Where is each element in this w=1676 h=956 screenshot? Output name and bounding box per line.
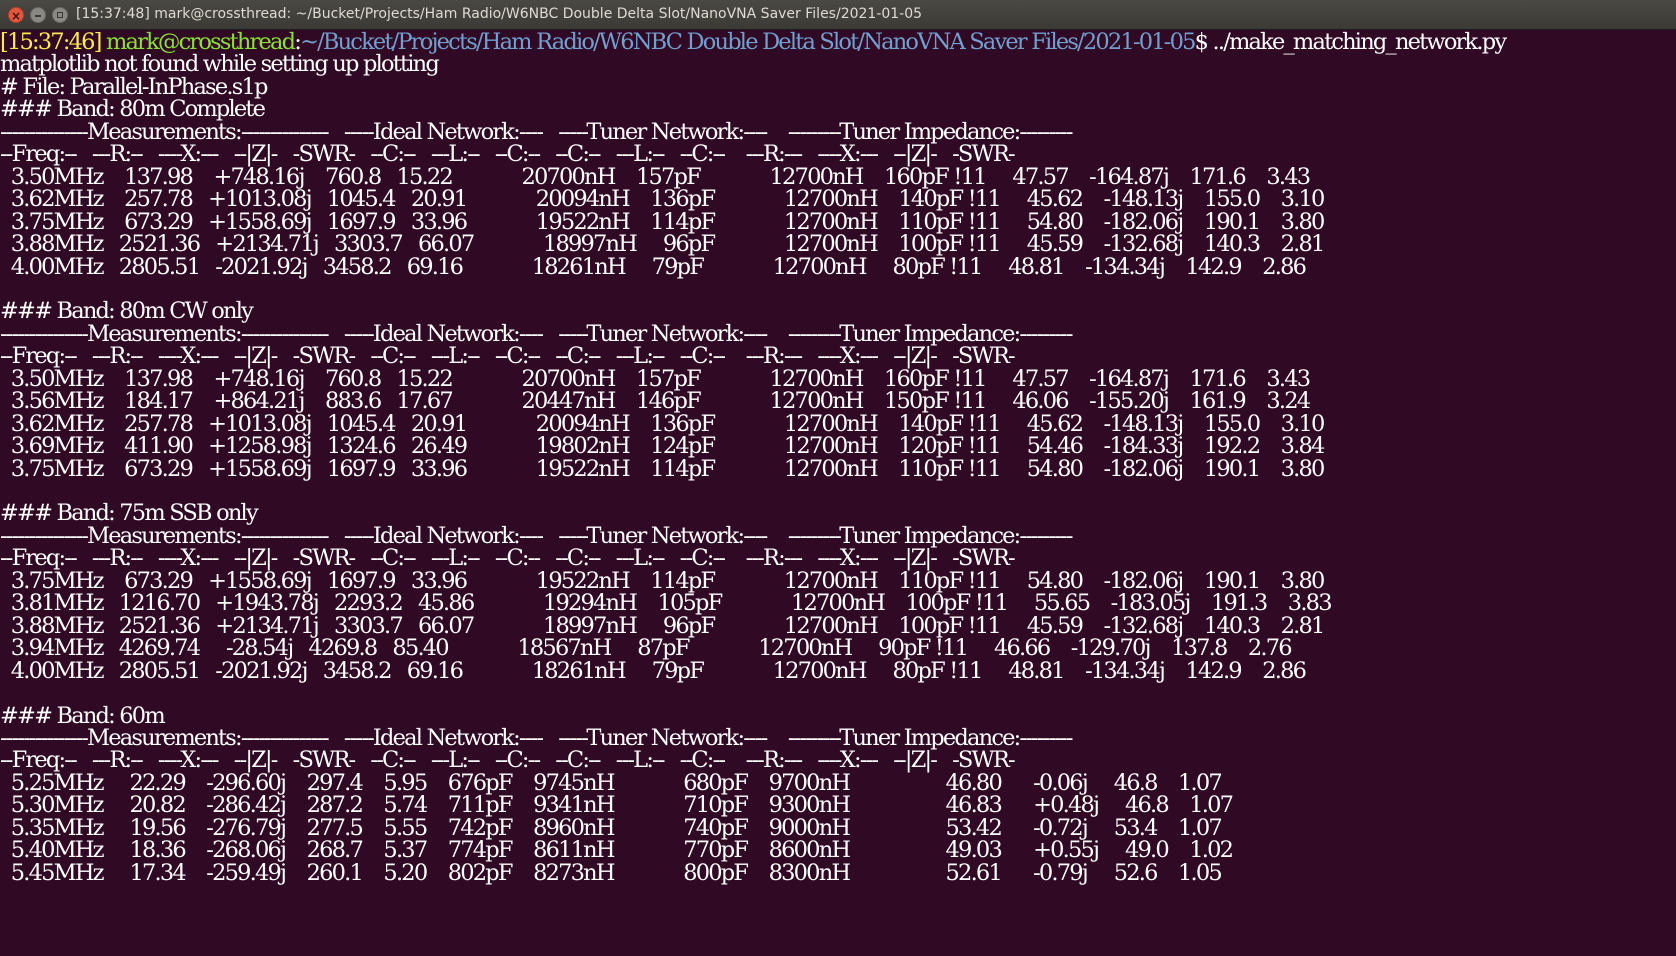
terminal-output-line: 5.25MHz 22.29 -296.60j 297.4 5.95 676pF … — [0, 769, 1223, 796]
terminal-output-line: 3.69MHz 411.90 +1258.98j 1324.6 26.49 19… — [0, 433, 1326, 460]
terminal-output-line — [0, 277, 1676, 301]
prompt-user: mark@crossthread — [105, 30, 296, 55]
terminal-output-line: 3.50MHz 137.98 +748.16j 760.8 15.22 2070… — [0, 163, 1311, 190]
window-titlebar: × [15:37:48] mark@crossthread: ~/Bucket/… — [0, 0, 1676, 30]
prompt-command: ../make_matching_network.py — [1207, 30, 1507, 55]
terminal-output-line: ### Band: 60m — [0, 702, 166, 729]
terminal-output-line: 3.88MHz 2521.36 +2134.71j 3303.7 66.07 1… — [0, 612, 1326, 639]
terminal-output-line — [0, 681, 1676, 705]
terminal-output-line: # File: Parallel-InPhase.s1p — [0, 73, 268, 100]
terminal-output-line — [0, 479, 1676, 503]
prompt-line: [15:37:46] mark@crossthread:~/Bucket/Pro… — [0, 30, 1676, 54]
terminal-output-line: 5.40MHz 18.36 -268.06j 268.7 5.37 774pF … — [0, 837, 1234, 864]
window-title: [15:37:48] mark@crossthread: ~/Bucket/Pr… — [76, 6, 923, 22]
terminal-output-line: --Freq:-- ---R:-- ----X:--- --|Z|- -SWR-… — [0, 747, 1016, 774]
terminal-output-line: 3.75MHz 673.29 +1558.69j 1697.9 33.96 19… — [0, 208, 1326, 235]
close-window-button[interactable]: × — [8, 7, 24, 23]
terminal-output-line: 3.81MHz 1216.70 +1943.78j 2293.2 45.86 1… — [0, 590, 1333, 617]
terminal-output-line: 4.00MHz 2805.51 -2021.92j 3458.2 69.16 1… — [0, 657, 1307, 684]
terminal-output-line: 3.88MHz 2521.36 +2134.71j 3303.7 66.07 1… — [0, 231, 1326, 258]
terminal-output-line: 3.75MHz 673.29 +1558.69j 1697.9 33.96 19… — [0, 567, 1326, 594]
terminal-output-line: ### Band: 80m CW only — [0, 298, 254, 325]
terminal-output-line: ---------------Measurements:------------… — [0, 522, 1073, 549]
terminal-output-line: --Freq:-- ---R:-- ----X:--- --|Z|- -SWR-… — [0, 343, 1016, 370]
minimize-window-button[interactable] — [30, 7, 46, 23]
terminal-output-line: ---------------Measurements:------------… — [0, 724, 1073, 751]
terminal-output-line: 4.00MHz 2805.51 -2021.92j 3458.2 69.16 1… — [0, 253, 1307, 280]
maximize-window-button[interactable] — [52, 7, 68, 23]
prompt-time: [15:37:46] — [0, 30, 102, 55]
prompt-path: ~/Bucket/Projects/Ham Radio/W6NBC Double… — [300, 30, 1196, 55]
terminal-output-line: ---------------Measurements:------------… — [0, 320, 1073, 347]
terminal-output-line: 5.35MHz 19.56 -276.79j 277.5 5.55 742pF … — [0, 814, 1223, 841]
terminal-output-line: 3.75MHz 673.29 +1558.69j 1697.9 33.96 19… — [0, 455, 1326, 482]
terminal-output-line: ---------------Measurements:------------… — [0, 118, 1073, 145]
terminal-area[interactable]: [15:37:46] mark@crossthread:~/Bucket/Pro… — [0, 30, 1676, 956]
terminal-output-line: 3.94MHz 4269.74 -28.54j 4269.8 85.40 185… — [0, 635, 1293, 662]
terminal-output-line: 5.45MHz 17.34 -259.49j 260.1 5.20 802pF … — [0, 859, 1223, 886]
terminal-output-line: 3.50MHz 137.98 +748.16j 760.8 15.22 2070… — [0, 365, 1311, 392]
terminal-output-line: 3.62MHz 257.78 +1013.08j 1045.4 20.91 20… — [0, 410, 1326, 437]
terminal-output-line: 3.62MHz 257.78 +1013.08j 1045.4 20.91 20… — [0, 186, 1326, 213]
terminal-output-line: ### Band: 75m SSB only — [0, 500, 259, 527]
terminal-output-line: 3.56MHz 184.17 +864.21j 883.6 17.67 2044… — [0, 388, 1311, 415]
prompt-colon: : — [294, 30, 302, 55]
prompt-symbol: $ — [1194, 30, 1209, 55]
terminal-output-line: matplotlib not found while setting up pl… — [0, 51, 440, 78]
terminal-output-line: ### Band: 80m Complete — [0, 96, 266, 123]
terminal-output-line: --Freq:-- ---R:-- ----X:--- --|Z|- -SWR-… — [0, 545, 1016, 572]
terminal-output-line: 5.30MHz 20.82 -286.42j 287.2 5.74 711pF … — [0, 792, 1234, 819]
terminal-output-line: --Freq:-- ---R:-- ----X:--- --|Z|- -SWR-… — [0, 141, 1016, 168]
